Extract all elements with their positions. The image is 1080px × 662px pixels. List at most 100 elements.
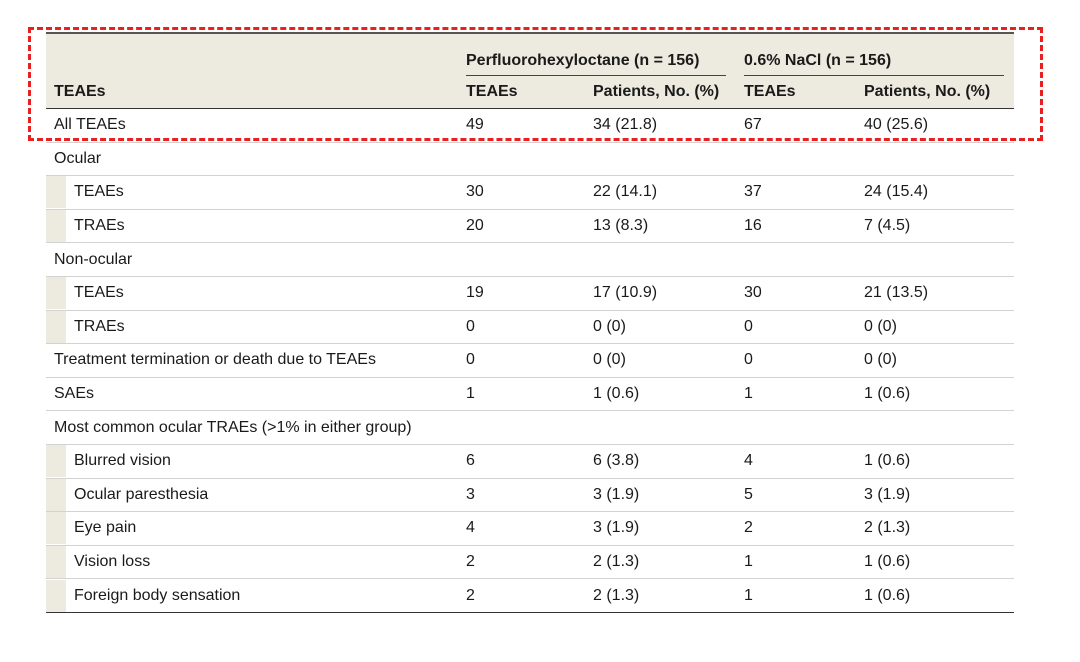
table-row: All TEAEs 49 34 (21.8) 67 40 (25.6): [46, 108, 1014, 143]
row-value-cell: 2: [458, 545, 585, 580]
row-label: Most common ocular TRAEs (>1% in either …: [54, 418, 412, 436]
row-value-cell: 0: [736, 310, 856, 345]
row-label: SAEs: [54, 385, 95, 403]
row-label: TEAEs: [74, 284, 124, 302]
row-value-cell: [458, 142, 585, 177]
row-value-cell: 37: [736, 175, 856, 210]
row-label: TRAEs: [74, 317, 125, 335]
row-label: TRAEs: [74, 217, 125, 235]
row-value-cell: 19: [458, 276, 585, 311]
row-value-cell: 0: [458, 343, 585, 378]
row-value-cell: [856, 142, 1014, 177]
row-value-cell: [736, 142, 856, 177]
row-value-cell: 0 (0): [585, 310, 736, 345]
adverse-events-table: Perfluorohexyloctane (n = 156) 0.6% NaCl…: [46, 32, 1014, 613]
row-value-cell: 4: [458, 511, 585, 546]
row-label: All TEAEs: [54, 116, 126, 134]
table-row: TEAEs 30 22 (14.1) 37 24 (15.4): [46, 175, 1014, 210]
row-value-cell: 2 (1.3): [856, 511, 1014, 546]
table-row: TEAEs 19 17 (10.9) 30 21 (13.5): [46, 276, 1014, 311]
row-value-cell: [458, 242, 585, 277]
row-value-cell: 21 (13.5): [856, 276, 1014, 311]
group-header-perfluorohexyloctane: Perfluorohexyloctane (n = 156): [458, 40, 736, 76]
row-value-cell: 34 (21.8): [585, 108, 736, 143]
row-value-cell: 2: [458, 578, 585, 613]
table-row: Treatment termination or death due to TE…: [46, 343, 1014, 378]
row-value-cell: 3 (1.9): [585, 511, 736, 546]
subheader-teaes-2: TEAEs: [736, 76, 856, 109]
row-value-cell: [585, 242, 736, 277]
row-value-cell: 3 (1.9): [585, 478, 736, 513]
row-label-cell: Ocular paresthesia: [46, 478, 458, 513]
row-value-cell: 4: [736, 444, 856, 479]
table-header: Perfluorohexyloctane (n = 156) 0.6% NaCl…: [46, 32, 1014, 109]
header-empty-cell: [46, 40, 458, 76]
row-value-cell: 3 (1.9): [856, 478, 1014, 513]
row-label-cell: All TEAEs: [46, 108, 458, 143]
table-row: Ocular paresthesia 3 3 (1.9) 5 3 (1.9): [46, 478, 1014, 513]
row-label: Eye pain: [74, 519, 137, 537]
row-value-cell: 2: [736, 511, 856, 546]
table-body: All TEAEs 49 34 (21.8) 67 40 (25.6) Ocular TEA…: [46, 108, 1014, 613]
row-label-cell: Non-ocular: [46, 242, 458, 277]
header-top-rule: [458, 32, 585, 40]
row-label-cell: TEAEs: [46, 276, 458, 311]
row-value-cell: [856, 242, 1014, 277]
row-label-cell: Most common ocular TRAEs (>1% in either …: [46, 410, 458, 445]
row-value-cell: 0 (0): [585, 343, 736, 378]
row-value-cell: 1 (0.6): [856, 578, 1014, 613]
row-value-cell: 6 (3.8): [585, 444, 736, 479]
row-value-cell: [856, 410, 1014, 445]
table-row: TRAEs 0 0 (0) 0 0 (0): [46, 310, 1014, 345]
table-row: Ocular: [46, 142, 1014, 177]
row-label: Vision loss: [74, 553, 151, 571]
row-label: Treatment termination or death due to TE…: [54, 351, 376, 369]
row-label: Ocular: [54, 149, 102, 167]
row-value-cell: [585, 410, 736, 445]
header-top-rule: [856, 32, 1014, 40]
row-label-cell: Eye pain: [46, 511, 458, 546]
subheader-patients-2: Patients, No. (%): [856, 76, 1014, 109]
row-value-cell: 1: [736, 545, 856, 580]
row-value-cell: 67: [736, 108, 856, 143]
row-value-cell: 22 (14.1): [585, 175, 736, 210]
table-row: Blurred vision 6 6 (3.8) 4 1 (0.6): [46, 444, 1014, 479]
indent-marker: [46, 310, 66, 343]
row-label-cell: Foreign body sensation: [46, 578, 458, 613]
row-value-cell: 1: [736, 578, 856, 613]
indent-marker: [46, 277, 66, 310]
adverse-events-table-container: Perfluorohexyloctane (n = 156) 0.6% NaCl…: [46, 32, 1014, 613]
table-row: Most common ocular TRAEs (>1% in either …: [46, 410, 1014, 445]
row-value-cell: [736, 410, 856, 445]
corner-header: TEAEs: [46, 76, 458, 109]
row-value-cell: 16: [736, 209, 856, 244]
row-value-cell: 1 (0.6): [585, 377, 736, 412]
row-value-cell: 2 (1.3): [585, 545, 736, 580]
row-label-cell: TEAEs: [46, 175, 458, 210]
row-label: Foreign body sensation: [74, 586, 241, 604]
row-value-cell: 1 (0.6): [856, 545, 1014, 580]
row-label-cell: TRAEs: [46, 310, 458, 345]
row-value-cell: 2 (1.3): [585, 578, 736, 613]
row-value-cell: [736, 242, 856, 277]
row-value-cell: 1: [458, 377, 585, 412]
row-value-cell: 30: [736, 276, 856, 311]
table-row: SAEs 1 1 (0.6) 1 1 (0.6): [46, 377, 1014, 412]
row-label-cell: Ocular: [46, 142, 458, 177]
table-row: Foreign body sensation 2 2 (1.3) 1 1 (0.6): [46, 578, 1014, 613]
row-value-cell: 40 (25.6): [856, 108, 1014, 143]
row-value-cell: 13 (8.3): [585, 209, 736, 244]
table-row: Vision loss 2 2 (1.3) 1 1 (0.6): [46, 545, 1014, 580]
row-value-cell: 1 (0.6): [856, 444, 1014, 479]
header-top-rule: [585, 32, 736, 40]
row-value-cell: 0: [458, 310, 585, 345]
row-value-cell: 30: [458, 175, 585, 210]
row-label: Ocular paresthesia: [74, 485, 209, 503]
indent-marker: [46, 210, 66, 243]
subheader-teaes-1: TEAEs: [458, 76, 585, 109]
subheader-patients-1: Patients, No. (%): [585, 76, 736, 109]
table-row: TRAEs 20 13 (8.3) 16 7 (4.5): [46, 209, 1014, 244]
row-value-cell: 49: [458, 108, 585, 143]
indent-marker: [46, 478, 66, 511]
row-value-cell: 0 (0): [856, 343, 1014, 378]
